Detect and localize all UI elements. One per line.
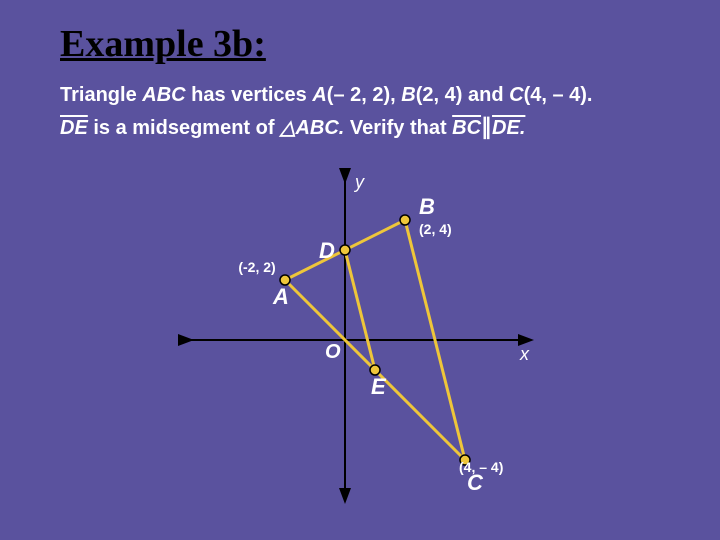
point-b — [400, 215, 410, 225]
coord-c: (4, – 4) — [459, 459, 503, 475]
txt: has vertices — [186, 84, 313, 106]
slide-title: Example 3b: — [60, 22, 266, 66]
B-label: B — [401, 84, 415, 106]
abc2: ABC. — [295, 117, 344, 139]
point-d — [340, 245, 350, 255]
txt: is a midsegment of — [88, 117, 280, 139]
parallel-symbol: ∥ — [481, 114, 492, 139]
origin-label: O — [325, 341, 341, 363]
DE-segment: DE — [60, 117, 88, 139]
B-coord: (2, 4) — [416, 84, 468, 106]
and: and — [468, 84, 509, 106]
C-label: C — [509, 84, 523, 106]
C-coord: (4, – 4). — [524, 84, 593, 106]
coord-a: (-2, 2) — [238, 259, 275, 275]
problem-text: Triangle ABC has vertices A(– 2, 2), B(2… — [60, 80, 680, 143]
slide: Example 3b: Triangle ABC has vertices A(… — [0, 0, 720, 540]
coordinate-figure: yxOA(-2, 2)B(2, 4)C(4, – 4)DE — [170, 160, 550, 520]
A-label: A — [312, 84, 326, 106]
BC-segment: BC — [452, 117, 481, 139]
label-d: D — [319, 238, 335, 263]
label-e: E — [371, 374, 387, 399]
DE-segment-2: DE. — [492, 117, 525, 139]
y-axis-label: y — [353, 172, 365, 192]
abc: ABC — [142, 84, 185, 106]
label-a: A — [272, 284, 289, 309]
midsegment-de — [345, 250, 375, 370]
coord-b: (2, 4) — [419, 221, 452, 237]
verify: Verify that — [344, 117, 452, 139]
A-coord: (– 2, 2), — [327, 84, 401, 106]
label-b: B — [419, 194, 435, 219]
triangle-symbol: △ — [280, 117, 295, 139]
x-axis-label: x — [519, 344, 530, 364]
txt: Triangle — [60, 84, 142, 106]
